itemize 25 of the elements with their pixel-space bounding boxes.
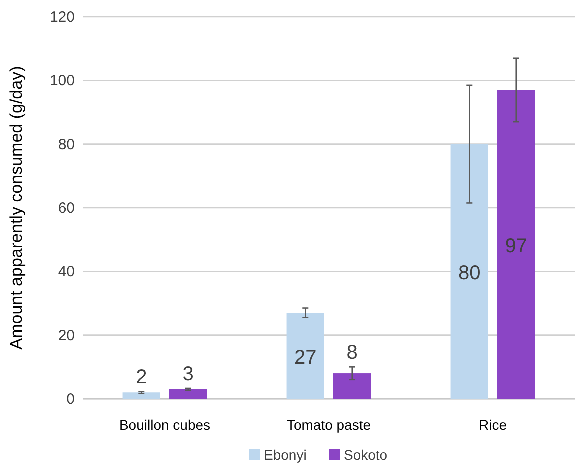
- y-tick-label: 120: [50, 9, 75, 26]
- bar: [498, 90, 536, 399]
- y-tick-label: 20: [58, 327, 75, 344]
- x-tick-label: Bouillon cubes: [119, 417, 211, 433]
- legend-label: Ebonyi: [264, 447, 307, 463]
- y-tick-label: 100: [50, 72, 75, 90]
- y-axis-title: Amount apparently consumed (g/day): [7, 66, 26, 350]
- data-label: 80: [458, 262, 481, 285]
- data-label: 3: [182, 363, 194, 386]
- y-tick-label: 80: [58, 136, 75, 154]
- y-tick-label: 40: [58, 264, 75, 281]
- y-tick-label: 0: [66, 391, 75, 408]
- bar: [170, 389, 208, 399]
- x-tick-label: Tomato paste: [286, 417, 372, 433]
- y-tick-label: 60: [58, 200, 75, 217]
- legend-label: Sokoto: [344, 447, 388, 463]
- bar: [334, 374, 372, 399]
- x-tick-label: Rice: [478, 417, 508, 433]
- data-label: 97: [505, 236, 528, 258]
- bar: [122, 392, 160, 399]
- data-label: 2: [136, 366, 148, 389]
- bar: [450, 144, 488, 399]
- data-label: 27: [294, 347, 317, 370]
- data-label: 8: [346, 342, 358, 364]
- bar: [286, 313, 324, 399]
